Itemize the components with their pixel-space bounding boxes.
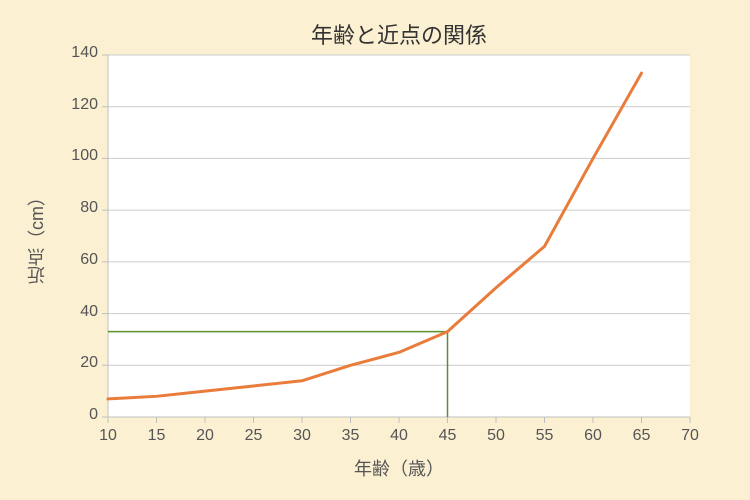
y-tick-label: 0 (89, 406, 98, 424)
x-tick-label: 10 (88, 427, 128, 445)
x-tick-label: 35 (331, 427, 371, 445)
chart-ylabel: 近点（cm） (24, 55, 50, 417)
chart-title: 年齢と近点の関係 (108, 18, 690, 50)
x-tick-label: 45 (428, 427, 468, 445)
x-tick-label: 50 (476, 427, 516, 445)
x-tick-label: 25 (234, 427, 274, 445)
y-tick-label: 100 (71, 147, 98, 165)
x-tick-label: 70 (670, 427, 710, 445)
x-tick-label: 55 (525, 427, 565, 445)
x-tick-label: 65 (622, 427, 662, 445)
chart-outer: 年齢と近点の関係 近点（cm） 年齢（歳） 10 15 20 25 30 35 40 45 50… (0, 0, 750, 500)
chart-svg (0, 0, 750, 500)
x-tick-label: 15 (137, 427, 177, 445)
y-tick-label: 40 (80, 303, 98, 321)
x-tick-label: 20 (185, 427, 225, 445)
x-tick-label: 60 (573, 427, 613, 445)
y-tick-label: 20 (80, 354, 98, 372)
y-tick-label: 120 (71, 96, 98, 114)
y-tick-label: 80 (80, 199, 98, 217)
x-tick-label: 30 (282, 427, 322, 445)
chart-xlabel: 年齢（歳） (108, 455, 690, 481)
x-tick-label: 40 (379, 427, 419, 445)
y-tick-label: 140 (71, 44, 98, 62)
y-tick-label: 60 (80, 251, 98, 269)
